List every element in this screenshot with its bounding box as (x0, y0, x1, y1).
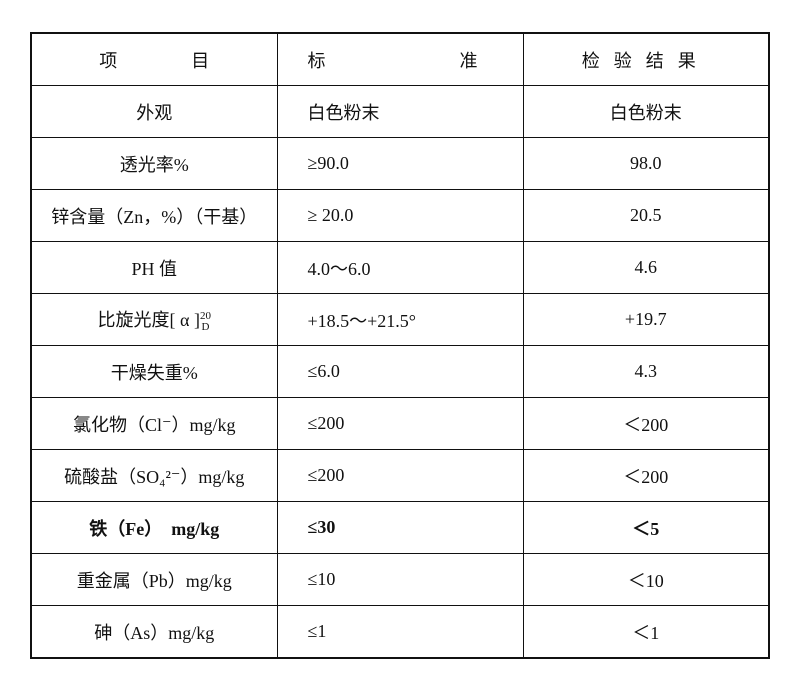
table-cell: ≤10 (276, 553, 524, 606)
table-cell: 硫酸盐（SO₄²⁻）mg/kg (30, 449, 278, 502)
table-row: 砷（As）mg/kg ≤1 ＜1 (30, 605, 770, 659)
header-text: 标准 (307, 50, 478, 71)
table-cell: +18.5～+21.5° (276, 293, 524, 346)
table-cell: 氯化物（Cl⁻）mg/kg (30, 397, 278, 450)
table-cell: 4.0～6.0 (276, 241, 524, 294)
table-cell: 白色粉末 (522, 85, 770, 138)
table-body: 项目 标准 检验结果 外观 白色粉末 白色粉末 透光率% ≥90.0 98.0 锌含量（Zn，%）… (30, 32, 770, 659)
table-cell: ＜1 (522, 605, 770, 659)
table-cell: 比旋光度[ α ] 20 D (30, 293, 278, 346)
table-cell: ≤1 (276, 605, 524, 659)
table-cell: ≤200 (276, 449, 524, 502)
table-row: 干燥失重% ≤6.0 4.3 (30, 345, 770, 398)
table-row: 外观 白色粉末 白色粉末 (30, 85, 770, 138)
table-cell: 砷（As）mg/kg (30, 605, 278, 659)
table-cell: ＜10 (522, 553, 770, 606)
table-cell: 干燥失重% (30, 345, 278, 398)
header-cell: 检验结果 (522, 32, 770, 86)
table-row: 比旋光度[ α ] 20 D +18.5～+21.5° +19.7 (30, 293, 770, 346)
table-row: 锌含量（Zn，%）（干基） ≥ 20.0 20.5 (30, 189, 770, 242)
header-cell: 标准 (276, 32, 524, 86)
header-text: 项目 (99, 50, 210, 71)
table-cell: ≥ 20.0 (276, 189, 524, 242)
header-text: 检验结果 (581, 50, 710, 71)
table-row: 氯化物（Cl⁻）mg/kg ≤200 ＜200 (30, 397, 770, 450)
table-cell: 4.6 (522, 241, 770, 294)
header-cell: 项目 (30, 32, 278, 86)
spec-table: 项目 标准 检验结果 外观 白色粉末 白色粉末 透光率% ≥90.0 98.0 锌含量（Zn，%）… (30, 32, 770, 659)
cell-text: 比旋光度[ α ] (97, 310, 200, 331)
table-row: 重金属（Pb）mg/kg ≤10 ＜10 (30, 553, 770, 606)
table-cell: ＜200 (522, 449, 770, 502)
table-cell: ≥90.0 (276, 137, 524, 190)
table-cell: +19.7 (522, 293, 770, 346)
table-cell: 重金属（Pb）mg/kg (30, 553, 278, 606)
table-row: 透光率% ≥90.0 98.0 (30, 137, 770, 190)
sup-sub: 20 D (199, 309, 211, 333)
table-cell: 锌含量（Zn，%）（干基） (30, 189, 278, 242)
table-row: PH 值 4.0～6.0 4.6 (30, 241, 770, 294)
table-row: 铁（Fe） mg/kg ≤30 ＜5 (30, 501, 770, 554)
table-cell: 铁（Fe） mg/kg (30, 501, 278, 554)
table-row: 硫酸盐（SO₄²⁻）mg/kg ≤200 ＜200 (30, 449, 770, 502)
table-cell: 透光率% (30, 137, 278, 190)
table-cell: 4.3 (522, 345, 770, 398)
table-cell: 98.0 (522, 137, 770, 190)
table-cell: ＜5 (522, 501, 770, 554)
table-cell: PH 值 (30, 241, 278, 294)
table-cell: ≤30 (276, 501, 524, 554)
table-cell: ＜200 (522, 397, 770, 450)
table-cell: ≤6.0 (276, 345, 524, 398)
subscript: D (201, 320, 210, 333)
header-row: 项目 标准 检验结果 (30, 32, 770, 86)
table-cell: 20.5 (522, 189, 770, 242)
table-cell: ≤200 (276, 397, 524, 450)
superscript: 20 (199, 309, 211, 322)
table-cell: 白色粉末 (276, 85, 524, 138)
table-cell: 外观 (30, 85, 278, 138)
